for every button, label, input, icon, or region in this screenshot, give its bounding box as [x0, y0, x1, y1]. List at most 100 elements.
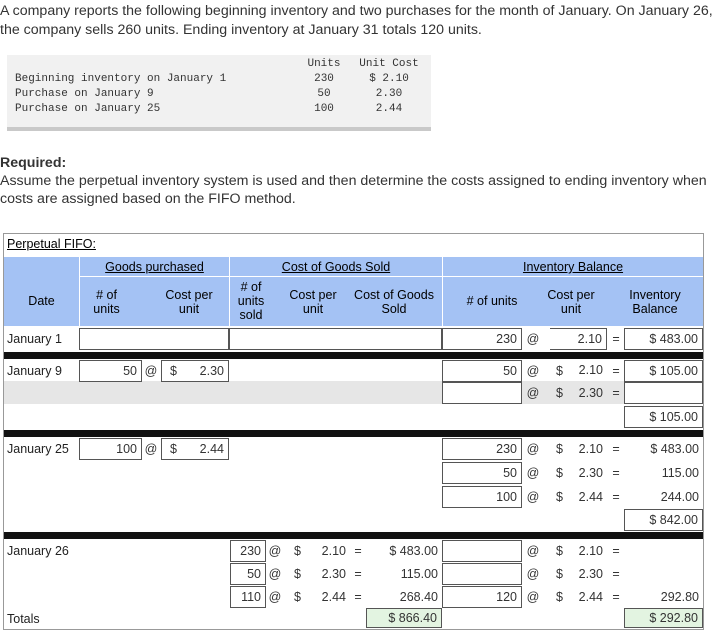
gp-cost-input[interactable]: 2.30 [161, 360, 229, 382]
dollar-sign: $ [556, 490, 563, 504]
cogs-total-output: $ 483.00 [389, 544, 438, 558]
problem-intro: A company reports the following beginnin… [0, 3, 713, 38]
goods-purchased-header: Goods purchased [105, 260, 204, 274]
purchases-table: Units Unit Cost Beginning inventory on J… [7, 55, 431, 131]
inv-units-input[interactable]: 230 [442, 328, 522, 350]
cogs-units-col-header: # of units sold [237, 280, 265, 322]
inv-units-input[interactable]: 100 [442, 486, 522, 508]
equals-sign: = [612, 490, 620, 504]
equals-sign: = [354, 590, 362, 604]
row-label: Beginning inventory on January 1 [15, 73, 227, 85]
cogs-header: Cost of Goods Sold [281, 260, 391, 274]
gp-units-input[interactable]: 50 [79, 360, 142, 382]
inv-units-col-header: # of units [466, 294, 518, 308]
equals-sign: = [354, 567, 362, 581]
cogs-cost-col-header: Cost per unit [289, 288, 337, 316]
dollar-sign: $ [556, 544, 563, 558]
cogs-cost-output: 2.44 [321, 590, 346, 604]
row-units: 100 [314, 103, 334, 115]
inv-units-input[interactable]: 50 [442, 462, 522, 484]
row-label: Purchase on January 25 [15, 103, 161, 115]
at-symbol: @ [268, 567, 282, 581]
at-symbol: @ [526, 386, 540, 400]
inv-total-output: 292.80 [660, 590, 699, 604]
inv-total-output: 244.00 [660, 490, 699, 504]
inv-cost-output: 2.10 [578, 544, 603, 558]
gp-cost-input[interactable]: 2.44 [161, 438, 229, 460]
cogs-cost-output: 2.10 [321, 544, 346, 558]
inv-units-input[interactable] [442, 540, 522, 562]
date-totals: Totals [7, 612, 40, 626]
required-title: Required: [0, 155, 67, 171]
row-cost: $ 2.10 [369, 73, 409, 85]
inv-total-output: $ 483.00 [650, 442, 699, 456]
inv-cost-output: 2.44 [578, 590, 603, 604]
dollar-sign: $ [170, 364, 177, 378]
inv-total-sum: $ 292.80 [624, 608, 703, 628]
at-symbol: @ [526, 544, 540, 558]
inv-cost-output: 2.10 [578, 363, 603, 377]
equals-sign: = [612, 442, 620, 456]
dollar-sign: $ [556, 590, 563, 604]
inv-total-col-header: Inventory Balance [629, 288, 681, 316]
cogs-total-output: 268.40 [399, 590, 438, 604]
inv-cost-output: 2.30 [578, 466, 603, 480]
fifo-worksheet: Perpetual FIFO: Goods purchased Cost of … [3, 233, 704, 630]
at-symbol: @ [144, 442, 158, 456]
inv-subtotal-output: $ 842.00 [624, 509, 703, 531]
header-band [4, 257, 703, 326]
inv-units-input[interactable] [442, 382, 522, 404]
at-symbol: @ [526, 364, 540, 378]
at-symbol: @ [526, 590, 540, 604]
date-january-26: January 26 [7, 544, 69, 558]
inv-total-output: $ 483.00 [624, 328, 703, 350]
inv-units-input[interactable]: 120 [442, 586, 522, 608]
dollar-sign: $ [170, 442, 177, 456]
gp-blank[interactable] [79, 328, 229, 350]
gp-units-col-header: # of units [93, 288, 120, 316]
required-section: Required: Assume the perpetual inventory… [0, 154, 715, 208]
inv-total-output: 115.00 [661, 466, 699, 480]
inv-cost-output: 2.44 [578, 490, 603, 504]
cogs-units-input[interactable]: 50 [230, 563, 266, 585]
date-january-9: January 9 [7, 364, 62, 378]
dollar-sign: $ [294, 544, 301, 558]
inv-units-input[interactable]: 230 [442, 438, 522, 460]
at-symbol: @ [268, 590, 282, 604]
cogs-units-input[interactable]: 110 [230, 586, 266, 608]
at-symbol: @ [526, 567, 540, 581]
row-label: Purchase on January 9 [15, 88, 154, 100]
cogs-cost-output: 2.30 [321, 567, 346, 581]
inv-cost-output: 2.10 [578, 442, 603, 456]
at-symbol: @ [526, 466, 540, 480]
inv-units-input[interactable] [442, 563, 522, 585]
at-symbol: @ [526, 442, 540, 456]
inv-cost-col-header: Cost per unit [547, 288, 595, 316]
at-symbol: @ [144, 364, 158, 378]
cogs-units-input[interactable]: 230 [230, 540, 266, 562]
dollar-sign: $ [556, 466, 563, 480]
cogs-total-sum: $ 866.40 [366, 608, 442, 628]
equals-sign: = [612, 567, 620, 581]
dollar-sign: $ [556, 442, 563, 456]
dollar-sign: $ [294, 590, 301, 604]
worksheet-title: Perpetual FIFO: [7, 237, 96, 251]
inv-cost-input[interactable]: 2.10 [550, 328, 607, 350]
at-symbol: @ [526, 332, 540, 346]
date-january-25: January 25 [7, 442, 69, 456]
date-col-header: Date [28, 294, 55, 308]
equals-sign: = [612, 466, 620, 480]
inv-subtotal-output: $ 105.00 [624, 406, 703, 428]
cogs-blank[interactable] [229, 328, 442, 350]
cogs-total-col-header: Cost of Goods Sold [354, 288, 434, 316]
equals-sign: = [612, 386, 620, 400]
row-units: 50 [317, 88, 331, 100]
inv-units-input[interactable]: 50 [442, 360, 522, 382]
gp-units-input[interactable]: 100 [79, 438, 142, 460]
equals-sign: = [612, 590, 620, 604]
equals-sign: = [612, 332, 620, 346]
dollar-sign: $ [556, 364, 563, 378]
inv-total-output [624, 382, 703, 404]
inv-cost-output: 2.30 [578, 567, 603, 581]
unit-cost-header: Unit Cost [359, 58, 419, 70]
